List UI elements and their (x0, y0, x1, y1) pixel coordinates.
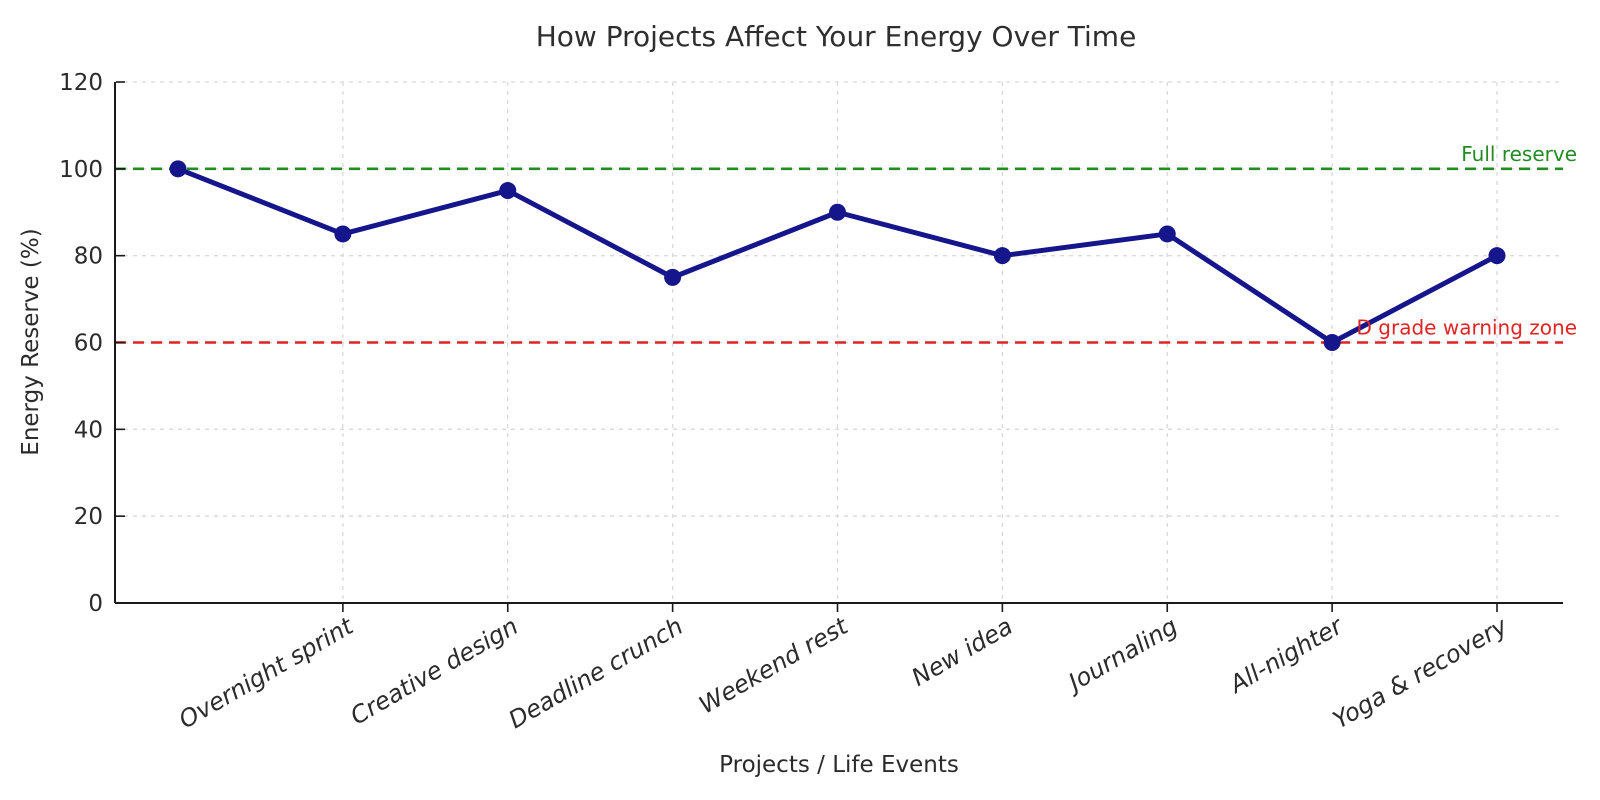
y-tick-label: 80 (74, 244, 103, 270)
data-point (1488, 247, 1506, 265)
x-tick-label: Yoga & recovery (1328, 612, 1513, 735)
y-tick-label: 40 (74, 417, 103, 443)
y-tick-label: 60 (74, 331, 103, 357)
chart-title: How Projects Affect Your Energy Over Tim… (536, 20, 1137, 53)
y-tick-label: 20 (74, 504, 103, 530)
x-tick-label: New idea (907, 612, 1017, 692)
x-axis-label: Projects / Life Events (719, 752, 959, 778)
reference-line-label: Full reserve (1461, 142, 1577, 166)
y-tick-label: 0 (88, 591, 103, 617)
data-point (1323, 334, 1341, 351)
y-tick-label: 100 (59, 157, 103, 183)
data-point (169, 160, 187, 178)
plot-area: 0 20 40 60 80 100 120 Overnight sprintCreative … (59, 70, 1577, 734)
x-tick-label: Deadline crunch (504, 612, 688, 734)
data-point (1158, 225, 1176, 243)
x-tick-label: Creative design (346, 612, 523, 730)
data-point (664, 268, 682, 286)
y-tick-label: 120 (59, 70, 103, 96)
x-tick-label: All-nighter (1223, 611, 1349, 700)
reference-line-label: D grade warning zone (1357, 316, 1577, 340)
data-point (993, 247, 1011, 265)
x-tick-label: Overnight sprint (174, 611, 359, 734)
data-point (334, 225, 352, 243)
data-point (499, 182, 517, 200)
x-tick-label: Weekend rest (694, 611, 854, 719)
data-point (829, 203, 846, 221)
y-axis-label: Energy Reserve (%) (18, 228, 44, 455)
x-tick-label: Journaling (1060, 612, 1182, 699)
